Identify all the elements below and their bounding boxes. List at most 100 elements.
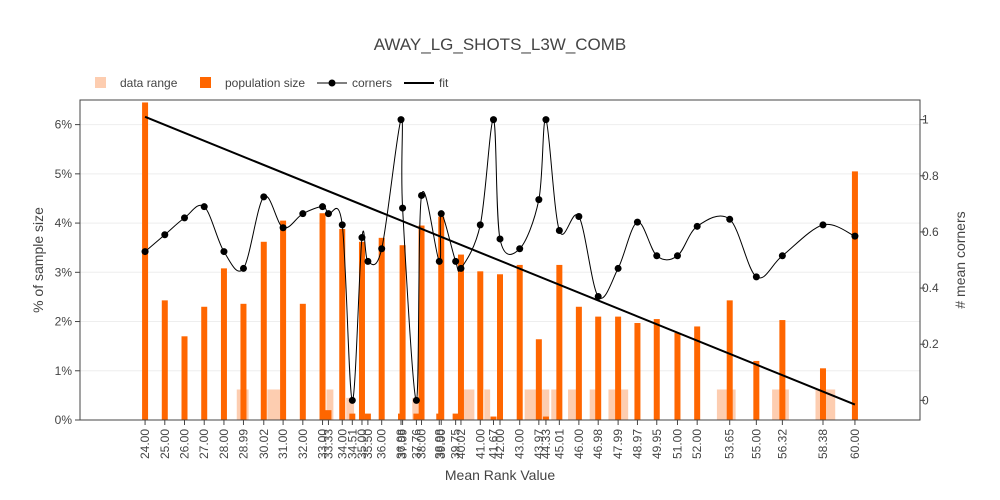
x-tick-label: 33.00 bbox=[316, 429, 330, 459]
y-tick-label: 5% bbox=[55, 167, 73, 181]
y-tick-label: 2% bbox=[55, 315, 73, 329]
corners-point bbox=[575, 212, 583, 220]
corners-point bbox=[239, 264, 247, 272]
x-tick-label: 44.33 bbox=[539, 429, 553, 459]
x-tick-label: 39.75 bbox=[449, 429, 463, 459]
y-tick-label: 6% bbox=[55, 118, 73, 132]
corners-point bbox=[819, 221, 827, 229]
population-bar bbox=[779, 320, 786, 420]
corners-point bbox=[851, 232, 859, 240]
x-tick-label: 40.02 bbox=[454, 429, 468, 459]
population-bar bbox=[364, 413, 371, 420]
y2-tick-label: 0 bbox=[922, 393, 929, 407]
population-bar bbox=[181, 336, 188, 420]
population-bar bbox=[674, 332, 681, 420]
y2-tick-label: 0.4 bbox=[922, 281, 939, 295]
data-range-bar bbox=[484, 389, 491, 420]
population-bar bbox=[595, 316, 602, 420]
population-bar bbox=[753, 360, 760, 420]
x-tick-label: 36.00 bbox=[375, 429, 389, 459]
data-range-bar bbox=[716, 389, 736, 420]
corners-point bbox=[516, 245, 524, 253]
population-bar bbox=[726, 300, 733, 420]
population-bar bbox=[452, 413, 459, 420]
data-range-bar bbox=[346, 397, 355, 420]
population-bar bbox=[535, 339, 542, 420]
data-range-bar bbox=[568, 389, 578, 420]
x-tick-label: 38.98 bbox=[432, 429, 446, 459]
x-tick-label: 34.00 bbox=[335, 429, 349, 459]
population-bar bbox=[497, 274, 503, 420]
data-range-bar bbox=[551, 389, 558, 420]
corners-legend-marker bbox=[328, 79, 336, 87]
x-tick-label: 37.09 bbox=[396, 429, 410, 459]
population-bar bbox=[556, 264, 563, 420]
corners-point bbox=[457, 264, 465, 272]
y-tick-label: 1% bbox=[55, 364, 73, 378]
population-bar bbox=[358, 241, 365, 420]
population-bar bbox=[319, 213, 326, 420]
y2-axis-title: # mean corners bbox=[952, 211, 968, 308]
corners-point bbox=[778, 252, 786, 260]
corners-point bbox=[161, 231, 169, 239]
data-range-bar bbox=[326, 389, 334, 420]
y-tick-label: 4% bbox=[55, 216, 73, 230]
population-bar bbox=[819, 368, 826, 420]
corners-point bbox=[338, 221, 346, 229]
population-bar bbox=[490, 416, 497, 420]
data-range-bar bbox=[589, 389, 601, 420]
population-bar bbox=[339, 228, 346, 420]
corners-point bbox=[299, 210, 307, 218]
x-tick-label: 47.99 bbox=[611, 429, 625, 459]
corners-point bbox=[693, 222, 701, 230]
data-range-bar bbox=[461, 389, 475, 420]
x-tick-label: 49.95 bbox=[650, 429, 664, 459]
population-bar bbox=[413, 413, 420, 420]
x-tick-label: 27.00 bbox=[197, 429, 211, 459]
data-range-bar bbox=[267, 389, 282, 420]
population-bar bbox=[399, 245, 406, 420]
legend-label: corners bbox=[352, 76, 392, 90]
x-tick-label: 37.76 bbox=[409, 429, 423, 459]
population-bar bbox=[516, 264, 523, 420]
population-bar bbox=[240, 303, 247, 420]
corners-point bbox=[399, 204, 407, 212]
fit-line bbox=[144, 115, 856, 406]
population-bar bbox=[161, 300, 168, 420]
y-axis-title: % of sample size bbox=[30, 207, 46, 313]
x-tick-label: 56.32 bbox=[775, 429, 789, 459]
x-tick-label: 38.00 bbox=[415, 429, 429, 459]
x-tick-label: 28.00 bbox=[217, 429, 231, 459]
y2-tick-label: 0.2 bbox=[922, 337, 939, 351]
x-tick-label: 41.00 bbox=[473, 429, 487, 459]
population-bar bbox=[349, 413, 356, 420]
corners-point bbox=[141, 248, 149, 256]
corners-point bbox=[435, 257, 443, 265]
corners-point bbox=[594, 292, 602, 300]
corners-point bbox=[653, 252, 661, 260]
corners-point bbox=[555, 227, 563, 235]
data-range-swatch bbox=[95, 77, 106, 88]
population-bar bbox=[851, 171, 858, 420]
corners-point bbox=[496, 235, 504, 243]
legend-label: data range bbox=[120, 76, 178, 90]
corners-point bbox=[279, 224, 287, 232]
x-tick-label: 51.00 bbox=[671, 429, 685, 459]
corners-point bbox=[378, 245, 386, 253]
corners-point bbox=[673, 252, 681, 260]
x-axis-title: Mean Rank Value bbox=[445, 467, 555, 483]
corners-series-layer bbox=[141, 116, 859, 404]
population-bar bbox=[260, 241, 267, 420]
corners-point bbox=[535, 196, 543, 204]
corners-point bbox=[452, 257, 460, 265]
legend[interactable]: data range population size corners fit bbox=[95, 76, 449, 90]
x-tick-label: 41.67 bbox=[487, 429, 501, 459]
population-bar bbox=[418, 225, 425, 420]
x-tick-label: 43.97 bbox=[532, 429, 546, 459]
corners-point bbox=[726, 215, 734, 223]
corners-point bbox=[397, 116, 405, 124]
y2-tick-label: 0.8 bbox=[922, 169, 939, 183]
population-bar bbox=[438, 216, 445, 420]
y2-tick-label: 1 bbox=[922, 113, 929, 127]
